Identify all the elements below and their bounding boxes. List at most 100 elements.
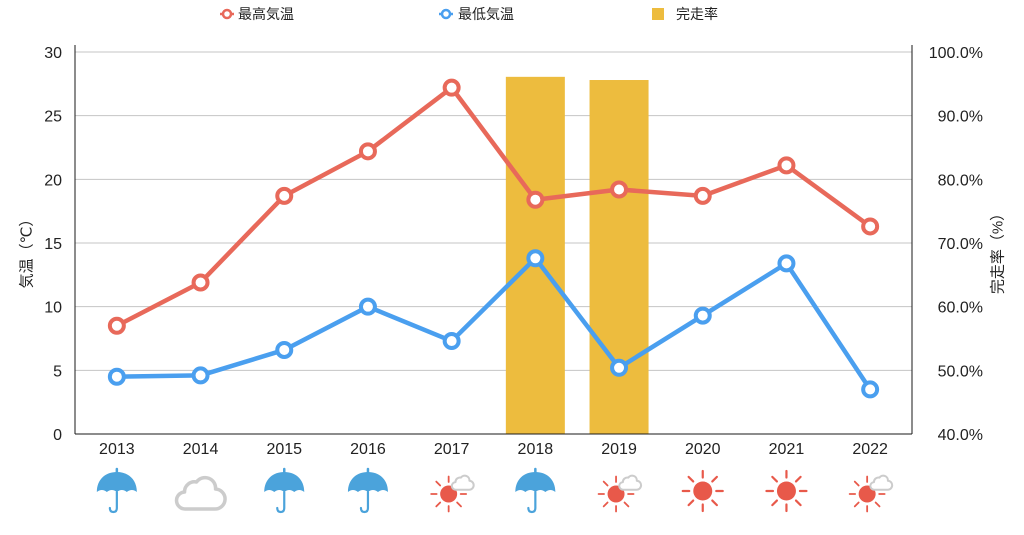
y-tick-label: 15 [44, 236, 62, 253]
legend-point-marker [440, 8, 452, 20]
y2-tick-label: 50.0% [938, 363, 983, 380]
umbrella-icon [347, 467, 388, 514]
sun-cloud-icon [430, 474, 475, 513]
y-tick-label: 20 [44, 172, 62, 189]
y2-tick-label: 100.0% [929, 45, 983, 62]
sun-disc [776, 481, 796, 501]
sun-cloud-icon [848, 474, 894, 513]
sun-ray [623, 501, 630, 508]
sun-icon [681, 469, 724, 513]
umbrella-handle [276, 490, 286, 514]
sun-ray [711, 475, 718, 483]
y2-axis-title: 完走率（%） [990, 206, 1007, 294]
sun-ray [874, 501, 881, 508]
right-y-tick-labels: 40.0% 50.0% 60.0% 70.0% 80.0% 90.0% 100.0% [929, 45, 983, 444]
umbrella-canopy [264, 472, 305, 492]
max-temp-point [861, 217, 880, 236]
small-cloud-shape [450, 474, 475, 491]
umbrella-icon [515, 467, 556, 514]
umbrella-canopy [515, 472, 556, 492]
min-temp-point [693, 306, 712, 325]
max-temp-point [610, 180, 629, 199]
x-tick-label: 2013 [99, 441, 135, 458]
min-temp-point [861, 380, 880, 399]
max-temp-point [693, 186, 712, 205]
sun-ray [687, 475, 695, 483]
max-temp-point [442, 78, 461, 97]
cloud-shape [174, 475, 227, 511]
min-temp-point [610, 358, 629, 377]
x-tick-label: 2019 [601, 441, 637, 458]
min-temp-point [526, 249, 545, 268]
sun-ray [456, 501, 462, 508]
x-tick-label: 2021 [769, 441, 805, 458]
legend-swatch [652, 8, 664, 20]
min-temp-point [777, 254, 796, 273]
sun-ray [853, 480, 860, 487]
sun-cloud-icon [597, 474, 643, 513]
max-temp-point [275, 186, 294, 205]
y2-tick-label: 70.0% [938, 236, 983, 253]
small-cloud-shape [869, 474, 894, 491]
legend: 最高気温 最低気温 完走率 [220, 6, 718, 22]
sun-ray [602, 480, 609, 487]
y-tick-label: 5 [53, 363, 62, 380]
min-temp-line [114, 256, 873, 392]
axes [74, 45, 913, 435]
umbrella-canopy [96, 472, 137, 492]
min-temp-point [275, 340, 294, 359]
y-tick-label: 10 [44, 300, 62, 317]
sun-ray [853, 501, 860, 508]
umbrella-icon [264, 467, 305, 514]
min-temp-point [191, 366, 210, 385]
x-tick-label: 2018 [518, 441, 554, 458]
legend-label: 最低気温 [458, 6, 514, 22]
x-tick-label: 2016 [350, 441, 386, 458]
min-temp-point [442, 332, 461, 351]
x-tick-label: 2017 [434, 441, 470, 458]
y2-tick-label: 80.0% [938, 172, 983, 189]
sun-ray [794, 499, 802, 507]
min-temp-point [358, 297, 377, 316]
umbrella-icon [96, 467, 137, 514]
y-tick-label: 25 [44, 109, 62, 126]
cloud-icon [174, 475, 227, 511]
y2-tick-label: 90.0% [938, 109, 983, 126]
y-tick-label: 30 [44, 45, 62, 62]
x-tick-label: 2015 [266, 441, 302, 458]
sun-ray [771, 475, 779, 483]
legend-item-max-temp: 最高気温 [220, 6, 294, 22]
max-temp-line [114, 85, 873, 329]
min-temp-point [107, 367, 126, 386]
legend-item-completion-rate: 完走率 [652, 6, 718, 22]
y2-tick-label: 40.0% [938, 427, 983, 444]
y-axis-title: 気温（℃） [19, 212, 36, 289]
weather-icons [96, 467, 894, 514]
sun-icon [765, 469, 808, 513]
max-temp-point [777, 156, 796, 175]
max-temp-series [107, 78, 880, 335]
sun-ray [435, 480, 442, 487]
max-temp-point [107, 316, 126, 335]
sun-ray [794, 475, 802, 483]
legend-item-min-temp: 最低気温 [439, 6, 514, 22]
umbrella-handle [359, 490, 370, 514]
max-temp-point [191, 273, 210, 292]
max-temp-point [526, 190, 545, 209]
y-tick-label: 0 [53, 427, 62, 444]
legend-point-marker [221, 8, 233, 20]
umbrella-handle [527, 490, 537, 514]
sun-ray [602, 501, 609, 508]
legend-label: 完走率 [676, 6, 718, 22]
legend-label: 最高気温 [238, 6, 294, 22]
x-tick-label: 2020 [685, 441, 721, 458]
x-tick-label: 2014 [183, 441, 219, 458]
completion-rate-bar [589, 80, 649, 434]
sun-ray [711, 499, 718, 507]
small-cloud-shape [618, 474, 643, 491]
umbrella-canopy [347, 472, 388, 492]
sun-ray [687, 499, 695, 507]
sun-disc [693, 481, 713, 501]
